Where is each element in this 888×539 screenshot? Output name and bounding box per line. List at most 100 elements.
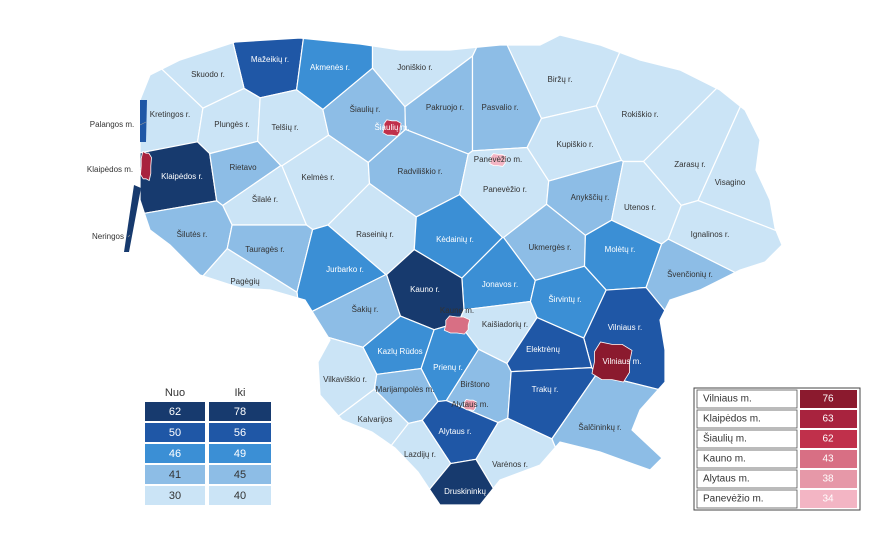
region-label: Plungės r. — [214, 120, 250, 129]
region-label: Mažeikių r. — [251, 55, 289, 64]
region-label: Kupiškio r. — [557, 140, 594, 149]
region-label: Vilniaus r. — [608, 323, 643, 332]
city-area — [489, 153, 507, 167]
name-cell — [696, 449, 798, 469]
region-label: Alytaus r. — [439, 427, 472, 436]
city-label: Šiaulių m. — [374, 123, 409, 132]
region-label: Šilalė r. — [252, 195, 278, 204]
region-label: Tauragės r. — [245, 245, 285, 254]
region-label: Biržų r. — [548, 75, 573, 84]
city-name: Panevėžio m. — [703, 494, 764, 505]
region-label: Jurbarko r. — [326, 265, 364, 274]
leader-line — [139, 121, 147, 126]
city-value: 43 — [822, 454, 834, 465]
region-label: Pagėgių — [230, 277, 260, 286]
legend-cell — [145, 465, 205, 484]
name-cell — [696, 409, 798, 429]
region-label: Anykščių r. — [571, 193, 610, 202]
legend-to: 40 — [234, 490, 246, 502]
region-label: Kauno r. — [410, 285, 440, 294]
city-name: Klaipėdos m. — [703, 414, 761, 425]
value-cell — [800, 490, 857, 508]
name-cell — [696, 429, 798, 449]
region-label: Trakų r. — [532, 385, 559, 394]
legend-to: 56 — [234, 427, 246, 439]
region-label: Molėtų r. — [605, 245, 636, 254]
region-label: Varėnos r. — [492, 460, 528, 469]
region-label: Šilutės r. — [177, 230, 208, 239]
region-label: Ignalinos r. — [691, 230, 730, 239]
region-label: Rokiškio r. — [622, 110, 659, 119]
legend-to: 78 — [234, 406, 246, 418]
legend-from: 46 — [169, 448, 181, 460]
region — [390, 419, 452, 491]
region-label: Visagino — [715, 178, 746, 187]
value-cell — [800, 390, 857, 408]
city-label: Alytaus m. — [451, 400, 488, 409]
city-label: Vilniaus m. — [603, 357, 642, 366]
region-label: Kelmės r. — [301, 173, 334, 182]
region-label: Kazlų Rūdos — [377, 347, 422, 356]
region-label: Kalvarijos — [358, 415, 393, 424]
name-cell — [696, 469, 798, 489]
region-label: Panevėžio r. — [483, 185, 527, 194]
city-area — [443, 315, 471, 335]
cities: Šiaulių m. Panevėžio m. Kauno m. Alytaus m.… — [140, 119, 642, 411]
leader-line — [127, 234, 131, 238]
legend-cell — [209, 444, 271, 463]
region-label: Druskininkų — [444, 487, 486, 496]
city-name: Kauno m. — [703, 454, 746, 465]
region-label: Jonavos r. — [482, 280, 518, 289]
city-area — [591, 341, 633, 383]
legend-from: 62 — [169, 406, 181, 418]
legend-from: 30 — [169, 490, 181, 502]
city-value: 76 — [822, 394, 834, 405]
palanga-strip — [140, 100, 147, 142]
city-area — [463, 399, 477, 411]
region-label: Vilkaviškio r. — [323, 375, 367, 384]
region-label: Pasvalio r. — [482, 103, 519, 112]
legend-cell — [145, 486, 205, 505]
city-name: Vilniaus m. — [703, 394, 752, 405]
city-label: Kauno m. — [440, 306, 474, 315]
region-label: Pakruojo r. — [426, 103, 464, 112]
region-label: Elektrėnų — [526, 345, 560, 354]
region-label: Kretingos r. — [150, 110, 190, 119]
city-value: 34 — [822, 494, 834, 505]
outside-label: Neringos — [92, 232, 124, 241]
legend-cell — [209, 465, 271, 484]
name-cell — [696, 489, 798, 509]
outside-label: Palangos m. — [90, 120, 134, 129]
region-label: Kaišiadorių r. — [482, 320, 528, 329]
value-cell — [800, 410, 857, 428]
legend-cell — [145, 402, 205, 421]
region-label: Šalčininkų r. — [578, 423, 621, 432]
legend-table: Nuo Iki 62 78 50 56 46 49 41 45 30 40 — [145, 387, 271, 505]
legend-cell — [209, 423, 271, 442]
region-label: Šakių r. — [352, 305, 379, 314]
region-label: Lazdijų r. — [404, 450, 436, 459]
region-label: Marijampolės m. — [376, 385, 435, 394]
name-cell — [696, 389, 798, 409]
region-label: Prienų r. — [433, 363, 463, 372]
region-label: Skuodo r. — [191, 70, 225, 79]
legend-cell — [145, 423, 205, 442]
region-label: Akmenės r. — [310, 63, 350, 72]
legend-from: 41 — [169, 469, 181, 481]
region-labels: Mažeikių r. Akmenės r. Joniškio r. Skuodo r… — [150, 55, 746, 496]
region-label: Širvintų r. — [548, 295, 581, 304]
region-label: Šiaulių r. — [350, 105, 381, 114]
value-cell — [800, 430, 857, 448]
region-label: Rietavo — [229, 163, 257, 172]
region-label: Birštono — [460, 380, 490, 389]
city-label: Panevėžio m. — [474, 155, 522, 164]
city-name: Alytaus m. — [703, 474, 750, 485]
legend-cell — [145, 444, 205, 463]
region-label: Švenčionių r. — [667, 270, 713, 279]
legend-to: 49 — [234, 448, 246, 460]
outside-label: Klaipėdos m. — [87, 165, 133, 174]
region-label: Kėdainių r. — [436, 235, 474, 244]
region — [428, 458, 495, 506]
